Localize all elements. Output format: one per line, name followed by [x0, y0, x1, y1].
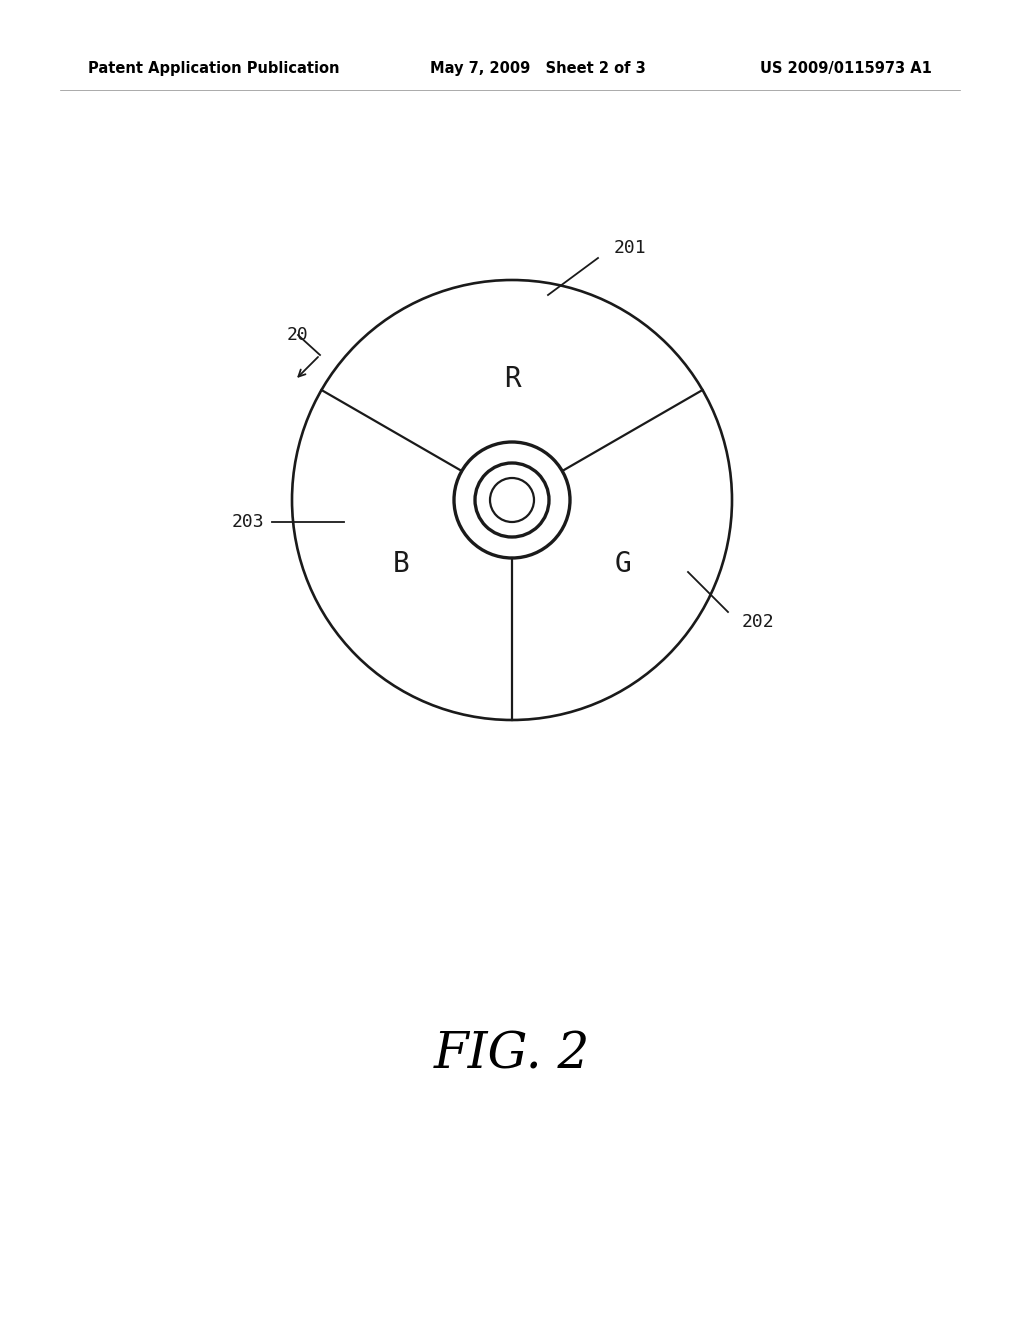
Text: Patent Application Publication: Patent Application Publication	[88, 61, 340, 75]
Text: 202: 202	[741, 612, 774, 631]
Text: R: R	[504, 366, 520, 393]
Text: 201: 201	[613, 239, 646, 257]
Text: G: G	[614, 550, 631, 578]
Text: 203: 203	[231, 513, 264, 531]
Text: B: B	[393, 550, 410, 578]
Text: May 7, 2009   Sheet 2 of 3: May 7, 2009 Sheet 2 of 3	[430, 61, 646, 75]
Text: 20: 20	[287, 326, 309, 345]
Text: US 2009/0115973 A1: US 2009/0115973 A1	[760, 61, 932, 75]
Text: FIG. 2: FIG. 2	[434, 1031, 590, 1080]
